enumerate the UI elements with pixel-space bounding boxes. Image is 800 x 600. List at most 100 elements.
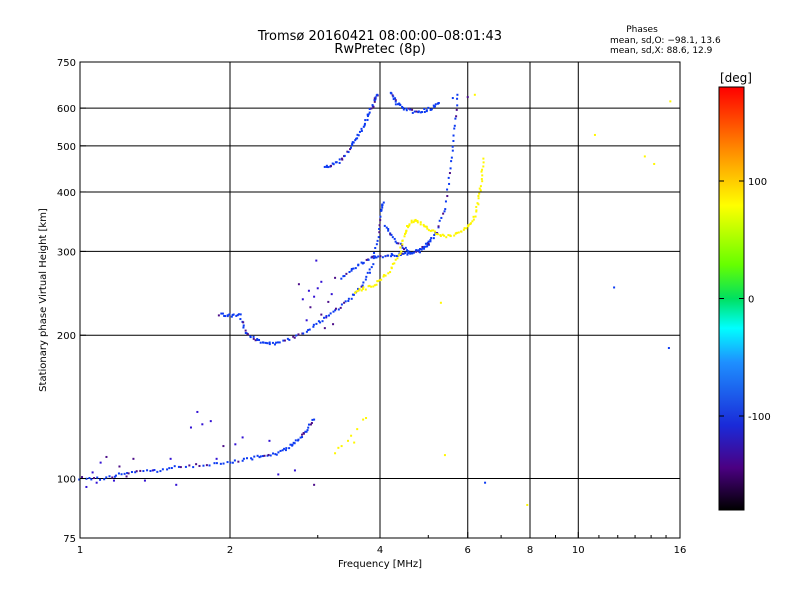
trace-point: [390, 92, 393, 95]
trace-point: [215, 462, 218, 465]
trace-point: [349, 148, 352, 151]
scatter-point: [313, 483, 316, 486]
scatter-point: [526, 503, 529, 506]
scatter-point: [439, 301, 442, 304]
trace-point: [139, 469, 142, 472]
trace-point: [279, 449, 282, 452]
trace-point: [268, 341, 271, 344]
trace-point: [266, 454, 269, 457]
trace-point: [410, 221, 413, 224]
trace-point: [410, 219, 413, 222]
trace-point: [453, 124, 456, 127]
trace-point: [229, 461, 232, 464]
scatter-point: [320, 280, 323, 283]
trace-point: [332, 310, 335, 313]
trace-point: [375, 243, 378, 246]
trace-point: [357, 134, 360, 137]
trace-point: [357, 263, 360, 266]
trace-point: [368, 268, 371, 271]
trace-point: [252, 335, 255, 338]
trace-point: [405, 109, 408, 112]
trace-point: [367, 113, 370, 116]
trace-point: [447, 234, 450, 237]
trace-point: [434, 230, 437, 233]
trace-point: [282, 339, 285, 342]
y-tick-label: 300: [57, 247, 76, 258]
trace-point: [244, 329, 247, 332]
trace-point: [418, 248, 421, 251]
chart-subtitle: RwPretec (8p): [334, 42, 425, 57]
trace-point: [423, 108, 426, 111]
trace-point: [365, 275, 368, 278]
trace-point: [317, 320, 320, 323]
trace-point: [404, 232, 407, 235]
trace-point: [394, 258, 397, 261]
trace-point: [325, 164, 328, 167]
trace-point: [380, 278, 383, 281]
trace-point: [370, 107, 373, 110]
phases-title: Phases: [626, 25, 658, 35]
trace-point: [480, 178, 483, 181]
trace-point: [401, 244, 404, 247]
trace-point: [401, 105, 404, 108]
trace-point: [374, 246, 377, 249]
trace-point: [288, 447, 291, 450]
trace-point: [344, 300, 347, 303]
trace-point: [273, 343, 276, 346]
trace-point: [384, 255, 387, 258]
trace-point: [365, 258, 368, 261]
trace-point: [159, 470, 162, 473]
trace-point: [362, 125, 365, 128]
scatter-point: [356, 428, 359, 431]
scatter-point: [209, 420, 212, 423]
trace-point: [327, 166, 330, 169]
trace-point: [411, 111, 414, 114]
y-tick-label: 200: [57, 331, 76, 342]
scatter-point: [313, 295, 316, 298]
trace-point: [387, 254, 390, 257]
trace-point: [352, 141, 355, 144]
trace-point: [304, 430, 307, 433]
trace-point: [299, 436, 302, 439]
x-tick-label: 8: [527, 545, 533, 556]
trace-point: [231, 313, 234, 316]
trace-point: [429, 229, 432, 232]
trace-point: [414, 219, 417, 222]
trace-point: [408, 107, 411, 110]
trace-point: [135, 470, 138, 473]
trace-point: [198, 464, 201, 467]
trace-point: [258, 456, 261, 459]
trace-point: [456, 231, 459, 234]
trace-point: [408, 251, 411, 254]
trace-point: [289, 443, 292, 446]
trace-point: [417, 110, 420, 113]
trace-point: [424, 225, 427, 228]
trace-point: [378, 279, 381, 282]
scatter-point: [350, 434, 353, 437]
trace-point: [429, 240, 432, 243]
trace-point: [357, 287, 360, 290]
trace-point: [346, 150, 349, 153]
trace-point: [325, 315, 328, 318]
trace-point: [358, 287, 361, 290]
trace-point: [319, 321, 322, 324]
trace-point: [262, 341, 265, 344]
trace-point: [455, 108, 458, 111]
trace-point: [362, 286, 365, 289]
trace-point: [283, 447, 286, 450]
trace-point: [335, 161, 338, 164]
scatter-point: [307, 289, 310, 292]
trace-point: [224, 315, 227, 318]
trace-point: [423, 245, 426, 248]
trace-point: [236, 314, 239, 317]
trace-point: [479, 189, 482, 192]
trace-point: [366, 118, 369, 121]
trace-point: [393, 237, 396, 240]
trace-point: [235, 314, 238, 317]
phases-o-stats: mean, sd,O: −98.1, 13.6: [610, 36, 721, 46]
scatter-point: [653, 162, 656, 165]
trace-point: [242, 321, 245, 324]
trace-point: [427, 242, 430, 245]
trace-point: [482, 161, 485, 164]
trace-point: [249, 336, 252, 339]
